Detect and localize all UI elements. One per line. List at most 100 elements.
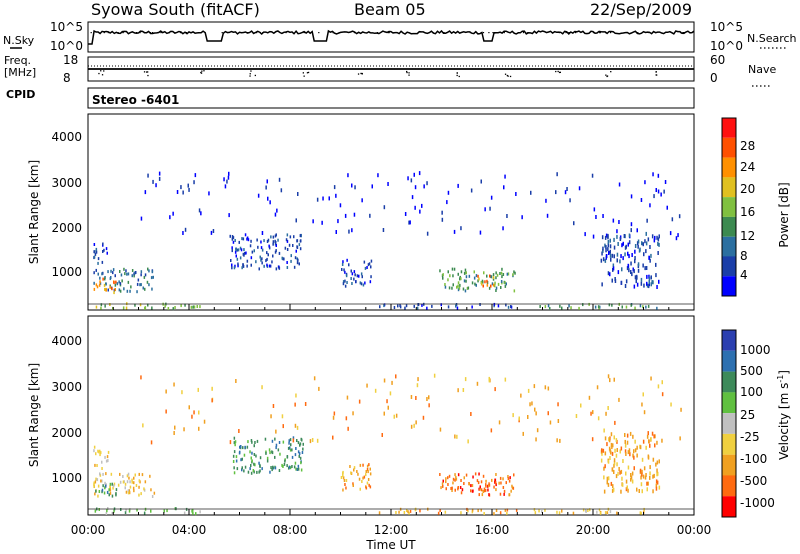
vel-cell: [609, 510, 612, 514]
vel-cell: [410, 424, 413, 429]
noise-search-dot: [259, 32, 261, 34]
vel-cell: [616, 448, 618, 452]
nave-label: Nave: [748, 63, 776, 76]
vel-cell: [253, 470, 255, 474]
vel-cell: [572, 511, 575, 515]
noise-search-dot: [256, 32, 258, 34]
power-cell: [267, 196, 269, 201]
vel-cell: [127, 491, 130, 495]
noise-search-dot: [179, 32, 182, 34]
vel-cell: [471, 510, 474, 514]
vel-cell: [655, 462, 657, 467]
power-cell: [102, 277, 104, 281]
vel-cell: [368, 463, 370, 467]
freq-left-tick-low: 8: [63, 71, 71, 85]
power-cell: [239, 246, 242, 250]
noise-search-dot: [525, 32, 527, 34]
power-cell: [426, 306, 428, 310]
power-cell: [295, 218, 297, 223]
power-colorbar: [721, 117, 737, 297]
vel-cell: [140, 375, 142, 380]
vel-cell: [278, 441, 281, 444]
noise-search-dot: [136, 32, 138, 34]
power-cell: [136, 290, 138, 294]
power-cell: [344, 270, 346, 274]
nave-drop-dot: [147, 74, 149, 77]
velocity-ylabel: Slant Range [km]: [27, 363, 41, 467]
vel-cell: [277, 448, 280, 452]
nave-drop-dot: [610, 71, 612, 73]
vel-cell: [241, 457, 243, 461]
vel-cell: [487, 488, 489, 492]
vel-cell: [286, 464, 288, 468]
vel-cell: [105, 459, 108, 463]
noise-search-dot: [493, 32, 496, 34]
vel-cell: [291, 465, 293, 468]
vel-cell: [294, 453, 297, 457]
noise-search-dot: [569, 32, 571, 34]
power-cell: [143, 275, 146, 279]
power-cell: [150, 276, 153, 280]
vel-cell: [474, 472, 477, 476]
power-cell: [622, 241, 624, 246]
power-cell: [272, 242, 274, 246]
noise-search-dot: [388, 32, 390, 34]
vel-cell: [485, 479, 487, 483]
vel-cell: [291, 455, 294, 459]
vel-cell: [105, 512, 108, 515]
power-cell: [377, 173, 379, 178]
power-cell: [650, 253, 652, 258]
vel-cell: [653, 473, 655, 478]
vel-cell: [199, 510, 201, 514]
power-cell: [444, 285, 447, 289]
power-cell: [657, 241, 659, 246]
vel-cell: [318, 386, 320, 391]
power-cell: [482, 280, 484, 284]
power-cell: [245, 251, 247, 255]
velocity-y-ticks: 1000 2000 3000 4000: [51, 334, 82, 485]
vel-cell: [656, 472, 658, 477]
vel-cell: [106, 490, 109, 494]
power-cell: [656, 285, 658, 289]
power-cell: [241, 266, 243, 270]
nave-drop-dot: [146, 71, 148, 73]
power-cell: [228, 213, 230, 218]
vel-cell: [292, 436, 295, 440]
power-cell: [353, 277, 355, 281]
power-cell: [677, 233, 679, 238]
power-cell: [253, 249, 255, 253]
vel-cell: [506, 508, 509, 512]
power-cell: [510, 305, 513, 309]
nave-drop-dot: [406, 70, 408, 73]
power-cell: [644, 266, 646, 271]
vel-cell: [138, 493, 140, 497]
vel-cell: [253, 444, 255, 448]
nave-drop-dot: [303, 75, 305, 77]
vel-cell: [607, 406, 609, 410]
power-cell: [240, 248, 243, 252]
vel-cell: [613, 458, 616, 463]
vel-cell: [104, 481, 106, 485]
vel-cell: [612, 487, 615, 492]
power-cell: [97, 272, 99, 276]
vel-cell: [111, 511, 113, 515]
vel-cell: [368, 483, 370, 487]
power-cell: [663, 189, 665, 194]
power-cell: [190, 305, 193, 309]
power-cell: [456, 306, 459, 310]
power-cell: [293, 235, 295, 239]
nave-drop-dot: [249, 75, 251, 77]
noise-search-dot: [558, 32, 560, 34]
power-cell: [612, 218, 615, 223]
power-cell: [619, 237, 622, 241]
power-cell: [393, 306, 396, 309]
vel-cell: [93, 483, 95, 487]
power-cell: [358, 274, 360, 278]
power-cell: [646, 281, 648, 286]
power-cell: [650, 275, 652, 280]
vel-cell: [498, 420, 501, 425]
power-cell: [616, 258, 618, 263]
noise-right-label: N.Search: [747, 32, 797, 45]
power-cell: [200, 211, 202, 216]
vel-ytick-1000: 1000: [51, 471, 82, 485]
